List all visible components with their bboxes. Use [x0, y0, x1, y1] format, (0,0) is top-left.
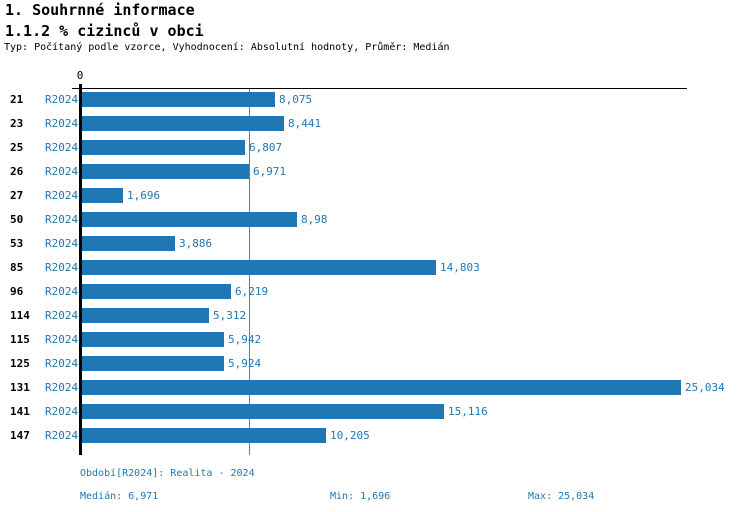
- bar: [82, 380, 681, 395]
- bar: [82, 284, 231, 299]
- row-category-label: 141: [10, 405, 30, 418]
- table-row: 26 R2024 6,971: [0, 164, 750, 179]
- bar: [82, 260, 436, 275]
- table-row: 125 R2024 5,924: [0, 356, 750, 371]
- row-category-label: 53: [10, 237, 24, 250]
- row-category-label: 147: [10, 429, 30, 442]
- table-row: 53 R2024 3,886: [0, 236, 750, 251]
- bar-value-label: 15,116: [448, 405, 488, 418]
- x-axis-origin-label: 0: [76, 69, 84, 82]
- bar: [82, 404, 444, 419]
- row-series-label: R2024: [45, 381, 79, 394]
- bar-value-label: 14,803: [440, 261, 480, 274]
- bar: [82, 140, 245, 155]
- row-category-label: 115: [10, 333, 30, 346]
- bar-value-label: 25,034: [685, 381, 725, 394]
- bar: [82, 164, 249, 179]
- bar: [82, 428, 326, 443]
- chart-meta-line: Typ: Počítaný podle vzorce, Vyhodnocení:…: [4, 42, 450, 53]
- table-row: 23 R2024 8,441: [0, 116, 750, 131]
- chart-title: 1.1.2 % cizinců v obci: [5, 22, 204, 40]
- table-row: 147 R2024 10,205: [0, 428, 750, 443]
- row-category-label: 25: [10, 141, 24, 154]
- row-series-label: R2024: [45, 165, 79, 178]
- row-series-label: R2024: [45, 429, 79, 442]
- report-title: 1. Souhrnné informace: [5, 1, 195, 19]
- row-category-label: 50: [10, 213, 24, 226]
- row-series-label: R2024: [45, 309, 79, 322]
- row-series-label: R2024: [45, 285, 79, 298]
- bar-value-label: 3,886: [179, 237, 213, 250]
- row-category-label: 114: [10, 309, 30, 322]
- bar-value-label: 6,807: [249, 141, 283, 154]
- row-series-label: R2024: [45, 117, 79, 130]
- bar: [82, 188, 123, 203]
- row-category-label: 23: [10, 117, 24, 130]
- row-category-label: 96: [10, 285, 24, 298]
- bar-value-label: 6,219: [235, 285, 269, 298]
- row-category-label: 21: [10, 93, 24, 106]
- row-series-label: R2024: [45, 93, 79, 106]
- bar-value-label: 6,971: [253, 165, 287, 178]
- bar: [82, 356, 224, 371]
- row-series-label: R2024: [45, 357, 79, 370]
- y-axis-line: [79, 84, 82, 455]
- table-row: 114 R2024 5,312: [0, 308, 750, 323]
- row-category-label: 125: [10, 357, 30, 370]
- row-series-label: R2024: [45, 189, 79, 202]
- bar: [82, 92, 275, 107]
- table-row: 115 R2024 5,942: [0, 332, 750, 347]
- row-series-label: R2024: [45, 405, 79, 418]
- row-category-label: 26: [10, 165, 24, 178]
- row-series-label: R2024: [45, 141, 79, 154]
- bar: [82, 236, 175, 251]
- bar: [82, 116, 284, 131]
- table-row: 141 R2024 15,116: [0, 404, 750, 419]
- row-category-label: 85: [10, 261, 24, 274]
- stat-max: Max: 25,034: [528, 491, 595, 502]
- stat-median: Medián: 6,971: [80, 491, 159, 502]
- table-row: 50 R2024 8,98: [0, 212, 750, 227]
- bar-value-label: 8,441: [288, 117, 322, 130]
- row-series-label: R2024: [45, 213, 79, 226]
- bar-value-label: 1,696: [127, 189, 161, 202]
- bar-value-label: 10,205: [330, 429, 370, 442]
- stat-min: Min: 1,696: [330, 491, 391, 502]
- row-category-label: 27: [10, 189, 24, 202]
- bar-value-label: 5,942: [228, 333, 262, 346]
- table-row: 25 R2024 6,807: [0, 140, 750, 155]
- row-series-label: R2024: [45, 261, 79, 274]
- table-row: 131 R2024 25,034: [0, 380, 750, 395]
- bar-value-label: 5,312: [213, 309, 247, 322]
- bar: [82, 308, 209, 323]
- table-row: 85 R2024 14,803: [0, 260, 750, 275]
- row-series-label: R2024: [45, 333, 79, 346]
- row-series-label: R2024: [45, 237, 79, 250]
- bar-value-label: 8,98: [301, 213, 328, 226]
- table-row: 21 R2024 8,075: [0, 92, 750, 107]
- bar-value-label: 8,075: [279, 93, 313, 106]
- row-category-label: 131: [10, 381, 30, 394]
- x-axis-line: [72, 88, 687, 89]
- table-row: 27 R2024 1,696: [0, 188, 750, 203]
- table-row: 96 R2024 6,219: [0, 284, 750, 299]
- legend-period-line: Období[R2024]: Realita - 2024: [80, 468, 255, 479]
- bar: [82, 212, 297, 227]
- bar-value-label: 5,924: [228, 357, 262, 370]
- bar: [82, 332, 224, 347]
